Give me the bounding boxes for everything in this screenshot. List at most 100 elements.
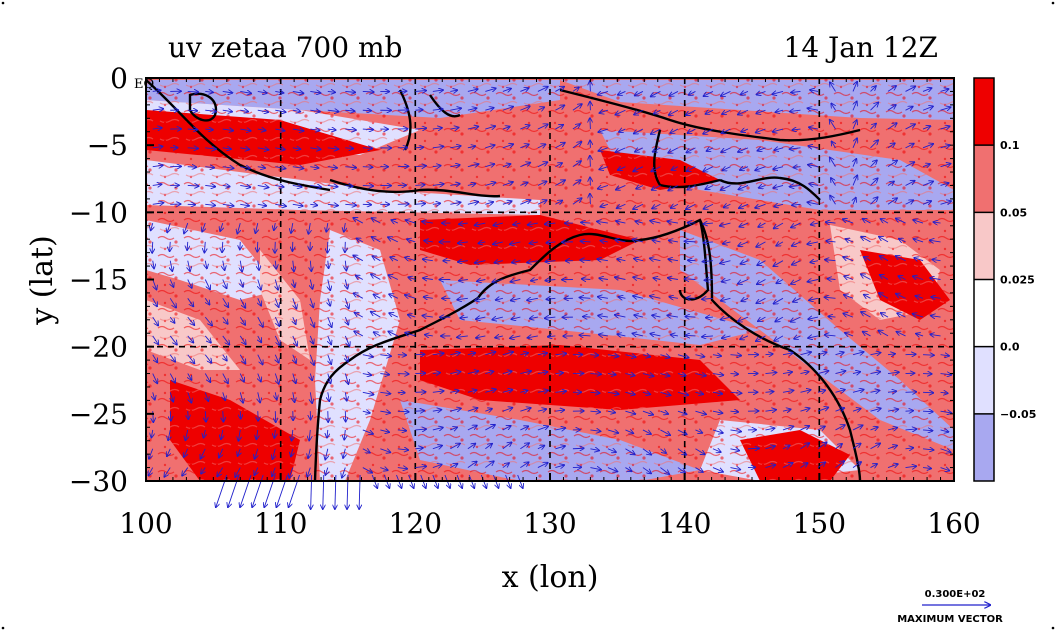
wind-vector: [792, 204, 801, 205]
equator-label: EQ: [134, 77, 154, 92]
wind-vector: [258, 335, 261, 342]
wind-vector: [485, 461, 493, 468]
wind-vector: [450, 353, 460, 355]
wind-vector: [397, 468, 407, 469]
wind-vector: [831, 178, 836, 186]
wind-vector: [510, 336, 521, 338]
wind-vector: [493, 223, 503, 225]
wind-vector: [730, 392, 741, 393]
wind-vector: [502, 144, 513, 149]
wind-vector: [380, 392, 390, 393]
wind-vector: [853, 198, 856, 205]
wind-vector: [432, 391, 444, 392]
wind-vector: [188, 260, 190, 271]
wind-vector: [326, 223, 327, 232]
x-tick-label: 110: [254, 507, 307, 540]
wind-vector: [397, 430, 406, 431]
wind-vector: [669, 297, 679, 298]
wind-vector: [618, 297, 626, 298]
wind-vector: [502, 426, 511, 431]
wind-vector: [625, 392, 634, 394]
wind-vector: [712, 374, 723, 376]
wind-vector: [590, 392, 599, 393]
wind-vector: [325, 467, 327, 475]
wind-vector: [687, 166, 696, 172]
wind-vector: [345, 204, 356, 205]
wind-vector: [450, 464, 457, 468]
wind-vector: [450, 108, 461, 110]
wind-vector: [660, 411, 668, 414]
wind-vector: [291, 222, 293, 233]
wind-vector: [686, 109, 696, 115]
wind-vector: [811, 223, 819, 225]
wind-vector: [307, 467, 310, 477]
wind-vector: [537, 87, 548, 92]
wind-vector: [667, 221, 679, 223]
corner-mark: [1, 626, 5, 630]
wind-vector: [362, 129, 373, 130]
wind-vector: [219, 448, 224, 458]
wind-vector: [362, 185, 373, 186]
wind-vector: [328, 335, 331, 344]
wind-vector: [205, 129, 213, 130]
wind-vector: [852, 409, 861, 412]
wind-vector: [800, 390, 810, 393]
wind-vector: [222, 204, 234, 206]
wind-vector: [913, 276, 924, 279]
wind-vector: [581, 222, 591, 223]
plot-area: [146, 78, 954, 481]
wind-vector: [887, 161, 897, 168]
wind-vector: [152, 298, 157, 306]
wind-vectors: [148, 81, 951, 478]
wind-vector: [931, 316, 941, 317]
colorbar: 0.1 0.05 0.025 0.0 −0.05: [973, 77, 1036, 482]
wind-vector: [712, 411, 722, 413]
wind-vector: [555, 143, 564, 149]
wind-vector: [650, 334, 661, 336]
wind-vector: [853, 120, 857, 130]
wind-vector: [706, 317, 713, 318]
wind-vector: [832, 142, 836, 149]
wind-vector: [292, 204, 303, 206]
wind-vector: [633, 239, 644, 242]
wind-vector: [870, 124, 876, 130]
wind-vector: [590, 411, 600, 412]
wind-vector: [344, 335, 349, 346]
wind-vector: [546, 242, 556, 243]
wind-vector: [940, 449, 951, 453]
wind-vector: [222, 185, 230, 186]
wind-vector: [741, 91, 749, 94]
wind-vector: [223, 411, 224, 421]
wind-vector: [275, 110, 285, 112]
wind-vector: [852, 390, 864, 393]
wind-vector: [257, 204, 267, 206]
wind-vector: [354, 331, 364, 337]
wind-vector: [389, 313, 399, 318]
wind-vector: [642, 429, 651, 434]
wind-vector: [204, 373, 210, 383]
wind-vector: [887, 143, 895, 149]
wind-vector: [599, 278, 608, 279]
wind-vector: [555, 373, 563, 374]
wind-vector: [730, 374, 738, 375]
wind-vector: [590, 468, 601, 470]
wind-vector: [415, 411, 424, 412]
wind-vector: [572, 161, 581, 168]
wind-vector: [357, 238, 364, 241]
wind-vector: [327, 316, 332, 327]
wind-vector: [672, 167, 679, 170]
wind-vector: [651, 91, 661, 96]
y-tick-label: −25: [69, 398, 128, 431]
wind-vector: [467, 184, 476, 186]
wind-vector: [600, 204, 609, 206]
wind-vector: [432, 203, 440, 204]
wind-vector: [345, 298, 348, 308]
wind-vector: [790, 110, 801, 111]
y-axis: 0 −5 −10 −15 −20 −25 −30: [69, 62, 954, 498]
wind-vector: [880, 275, 889, 280]
wind-vector: [475, 261, 486, 263]
wind-vector: [687, 128, 696, 133]
wind-vector: [201, 467, 205, 474]
wind-vector: [830, 157, 836, 167]
corner-mark: [1, 1, 5, 5]
